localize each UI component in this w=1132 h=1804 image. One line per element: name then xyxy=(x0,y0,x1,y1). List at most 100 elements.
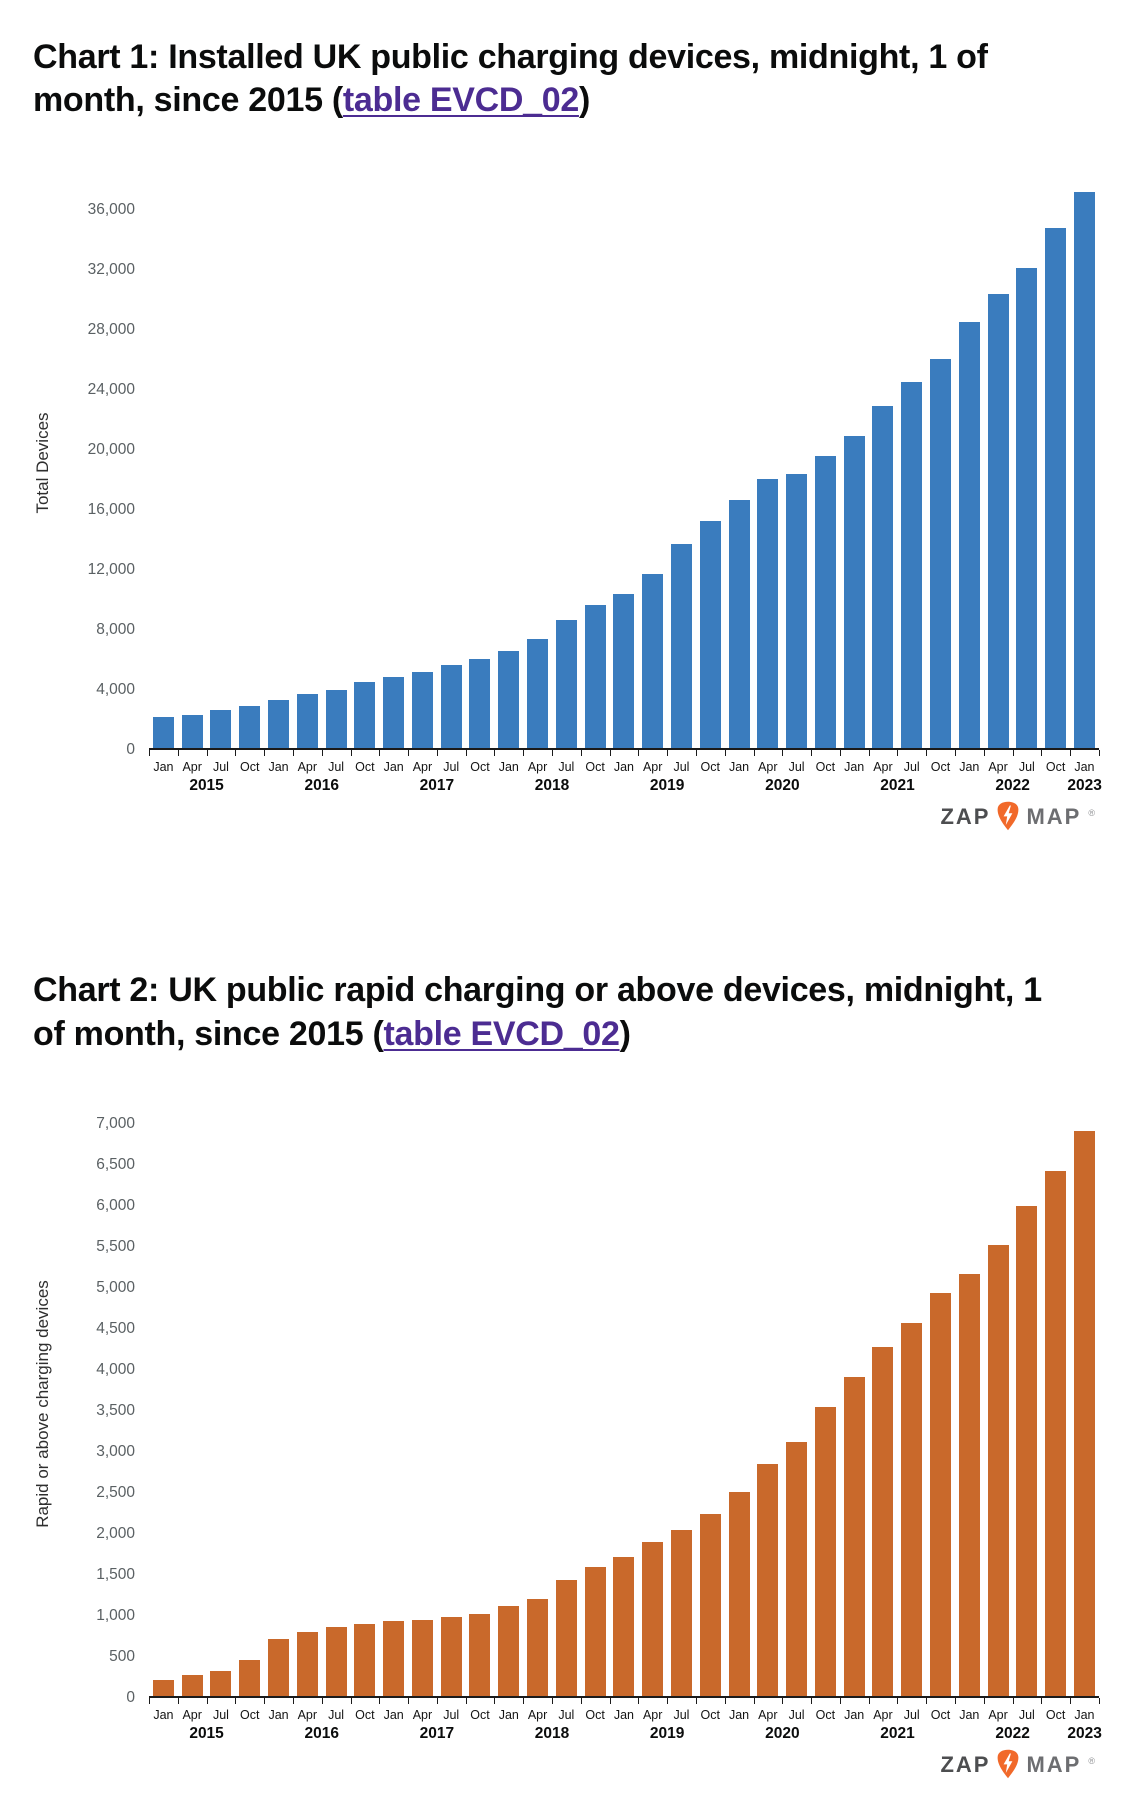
month-label: Oct xyxy=(355,760,375,775)
y-axis-tick-labels: 0 500 1,000 1,500 2,000 2,500 3,000 3,500 4,000 4… xyxy=(63,1112,149,1706)
bar-slot xyxy=(322,176,351,749)
bar-slot xyxy=(552,1110,581,1696)
chart1-plot-area: Total Devices 0 4,000 8,000 12,000 16,000 20,… xyxy=(33,176,1102,831)
year-label-2018: 2018 xyxy=(534,777,570,795)
zapmap-logo: ZAP MAP ® xyxy=(940,1749,1095,1779)
month-label: Oct xyxy=(470,1707,490,1722)
bar-slot xyxy=(322,1110,351,1696)
bar-slot xyxy=(667,176,696,749)
bar-slot xyxy=(494,176,523,749)
y-tick-label: 20,000 xyxy=(87,441,135,459)
year-labels-row: 2015 2016 2017 2018 2019 2020 2021 2022 2023 xyxy=(149,777,1102,801)
year-label-2021: 2021 xyxy=(880,1724,915,1742)
y-tick-label: 4,500 xyxy=(96,1319,135,1337)
year-label-2022: 2022 xyxy=(995,1724,1030,1742)
chart2-plot-area: Rapid or above charging devices 0 500 1,00… xyxy=(33,1110,1102,1779)
bar-slot xyxy=(926,176,955,749)
year-label-2017: 2017 xyxy=(419,777,455,795)
bar-slot xyxy=(581,1110,610,1696)
bar-jan-2022 xyxy=(958,1273,980,1696)
year-label-2016: 2016 xyxy=(304,777,339,795)
y-tick-label: 1,500 xyxy=(96,1565,135,1583)
bar-slot xyxy=(638,1110,667,1696)
registered-mark: ® xyxy=(1088,808,1095,819)
year-label-2015: 2015 xyxy=(189,1724,224,1742)
y-axis-title: Rapid or above charging devices xyxy=(33,1279,52,1528)
bar-slot xyxy=(581,176,610,749)
month-label: Jan xyxy=(844,1707,865,1722)
year-label-2023: 2023 xyxy=(1067,1724,1102,1742)
chart2-table-link[interactable]: table EVCD_02 xyxy=(383,1014,620,1053)
y-tick-label: 0 xyxy=(126,741,135,759)
month-label: Jan xyxy=(498,760,519,775)
month-labels-row: Jan Apr Jul Oct Jan Apr Jul Oct Jan Apr Jul Oct Jan A… xyxy=(149,760,1099,774)
y-tick-label: 7,000 xyxy=(96,1114,135,1132)
y-tick-label: 4,000 xyxy=(96,1360,135,1378)
year-label-2019: 2019 xyxy=(649,777,685,795)
bar-apr-2022 xyxy=(987,294,1009,749)
bar-slot xyxy=(178,1110,207,1696)
bar-oct-2015 xyxy=(239,706,261,749)
bar-apr-2018 xyxy=(527,639,549,749)
bar-slot xyxy=(1041,1110,1070,1696)
bar-oct-2021 xyxy=(929,1292,951,1696)
bar-oct-2020 xyxy=(814,1406,836,1696)
bar-jul-2021 xyxy=(901,1322,923,1696)
month-label: Apr xyxy=(642,1707,663,1722)
month-label: Oct xyxy=(815,760,836,775)
month-label: Oct xyxy=(240,760,260,775)
month-label: Oct xyxy=(240,1707,260,1722)
bar-jan-2023 xyxy=(1073,1130,1095,1696)
bar-jul-2019 xyxy=(670,544,692,749)
month-label: Apr xyxy=(642,760,663,775)
bar-slot xyxy=(955,176,984,749)
bar-jul-2017 xyxy=(440,665,462,749)
month-label: Apr xyxy=(758,760,778,775)
bar-slot xyxy=(696,176,725,749)
bar-jul-2022 xyxy=(1016,1205,1038,1696)
month-label: Apr xyxy=(758,1707,778,1722)
bar-oct-2016 xyxy=(354,1623,376,1696)
chart2-y-axis-title-col: Rapid or above charging devices xyxy=(33,1110,63,1698)
bar-oct-2019 xyxy=(699,521,721,749)
bar-slot xyxy=(494,1110,523,1696)
bar-slot xyxy=(984,176,1013,749)
bar-series xyxy=(149,1110,1099,1696)
bar-oct-2021 xyxy=(929,359,951,749)
month-label: Jan xyxy=(1074,1707,1095,1722)
chart2-logo-row: ZAP MAP ® xyxy=(149,1749,1099,1779)
year-labels-row: 2015 2016 2017 2018 2019 2020 2021 2022 2023 xyxy=(149,1724,1102,1749)
month-label: Oct xyxy=(355,1707,375,1722)
bar-oct-2018 xyxy=(584,1566,606,1696)
year-label-2016: 2016 xyxy=(304,1724,339,1742)
chart1-table-link[interactable]: table EVCD_02 xyxy=(342,81,579,120)
y-tick-label: 4,000 xyxy=(96,681,135,699)
bar-slot xyxy=(523,1110,552,1696)
bar-apr-2021 xyxy=(872,1346,894,1696)
year-label-2021: 2021 xyxy=(880,777,915,795)
y-tick-label: 36,000 xyxy=(87,201,135,219)
bar-oct-2022 xyxy=(1045,228,1067,749)
month-label: Jan xyxy=(844,760,865,775)
month-label: Oct xyxy=(930,760,951,775)
bar-slot xyxy=(696,1110,725,1696)
y-tick-label: 32,000 xyxy=(87,261,135,279)
bar-slot xyxy=(897,176,926,749)
y-tick-label: 16,000 xyxy=(87,501,135,519)
month-label: Apr xyxy=(412,1707,433,1722)
chart1-x-axis-labels: Jan Apr Jul Oct Jan Apr Jul Oct Jan Apr Jul Oct Jan A… xyxy=(149,750,1102,801)
bar-slot xyxy=(1012,176,1041,749)
chart1-section: Chart 1: Installed UK public charging de… xyxy=(33,36,1102,831)
bar-jul-2016 xyxy=(325,690,347,749)
year-label-2020: 2020 xyxy=(765,777,800,795)
y-tick-label: 8,000 xyxy=(96,621,135,639)
year-label-2015: 2015 xyxy=(189,777,224,795)
month-label: Jan xyxy=(959,1707,980,1722)
chart1-y-axis-title-col: Total Devices xyxy=(33,176,63,750)
bar-slot xyxy=(811,176,840,749)
y-tick-label: 2,000 xyxy=(96,1524,135,1542)
month-label: Jul xyxy=(1018,760,1035,775)
chart2-bars-plot xyxy=(149,1110,1100,1704)
month-label: Jul xyxy=(903,1707,920,1722)
chart2-title-text: Chart 2: UK public rapid charging or abo… xyxy=(33,971,1042,1053)
